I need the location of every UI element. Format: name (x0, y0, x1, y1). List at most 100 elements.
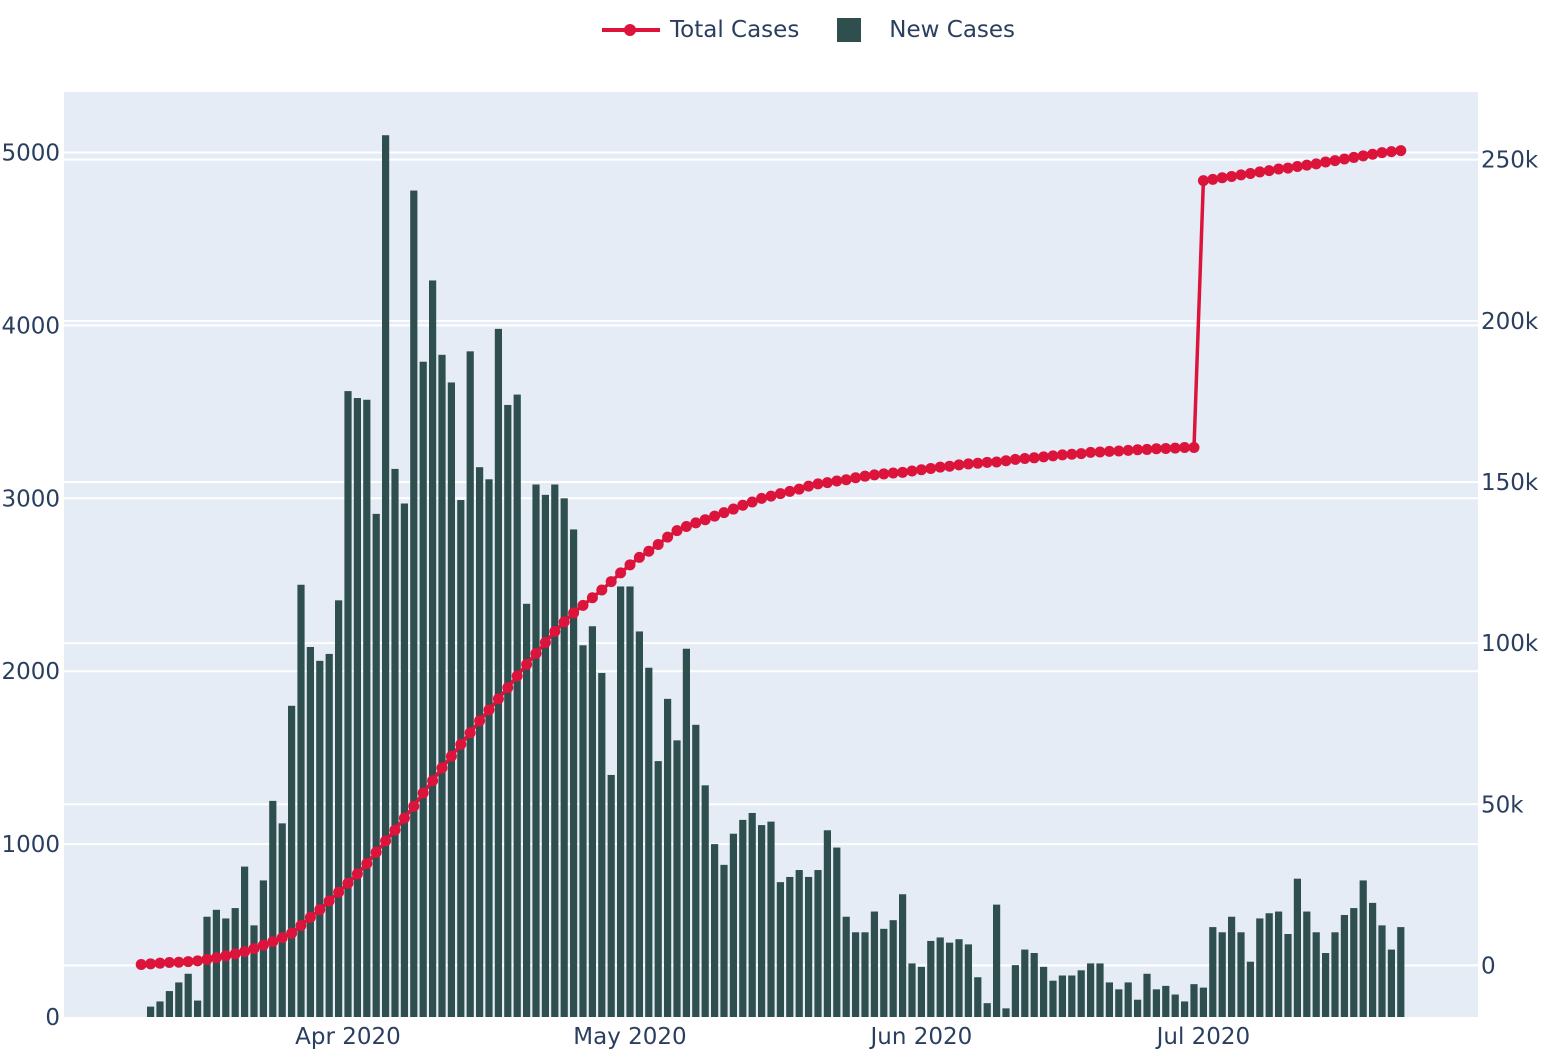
line-marker[interactable] (1197, 175, 1209, 187)
bar[interactable] (447, 382, 455, 1017)
line-marker[interactable] (389, 824, 401, 836)
line-marker[interactable] (445, 750, 457, 762)
bar[interactable] (382, 135, 390, 1017)
line-marker[interactable] (1000, 455, 1012, 467)
bar[interactable] (739, 819, 747, 1017)
bar[interactable] (1049, 980, 1057, 1017)
bar[interactable] (682, 648, 690, 1017)
line-marker[interactable] (821, 477, 833, 489)
bar[interactable] (476, 467, 484, 1018)
legend-item-total-cases[interactable]: Total Cases (600, 17, 799, 43)
bar[interactable] (541, 494, 549, 1017)
bar[interactable] (880, 928, 888, 1017)
line-marker[interactable] (596, 584, 608, 596)
line-marker[interactable] (1075, 448, 1087, 460)
line-marker[interactable] (530, 647, 542, 659)
bar[interactable] (899, 894, 907, 1017)
line-marker[interactable] (746, 496, 758, 508)
bar[interactable] (833, 847, 841, 1017)
line-marker[interactable] (1019, 452, 1031, 464)
bar[interactable] (946, 942, 954, 1017)
bar[interactable] (1134, 999, 1142, 1017)
line-marker[interactable] (906, 465, 918, 477)
bar[interactable] (1228, 916, 1236, 1017)
line-marker[interactable] (793, 483, 805, 495)
bar[interactable] (588, 626, 596, 1017)
line-marker[interactable] (464, 727, 476, 739)
line-marker[interactable] (1395, 145, 1407, 157)
bar[interactable] (1293, 878, 1301, 1017)
bar[interactable] (1209, 927, 1217, 1017)
line-marker[interactable] (286, 927, 298, 939)
line-marker[interactable] (1179, 441, 1191, 453)
bar[interactable] (579, 645, 587, 1017)
bar[interactable] (974, 977, 982, 1017)
line-marker[interactable] (417, 787, 429, 799)
line-marker[interactable] (699, 514, 711, 526)
line-marker[interactable] (690, 517, 702, 529)
bar[interactable] (767, 821, 775, 1017)
bar[interactable] (504, 404, 512, 1017)
legend-item-new-cases[interactable]: New Cases (799, 17, 1015, 43)
line-marker[interactable] (934, 461, 946, 473)
bar[interactable] (635, 631, 643, 1017)
line-marker[interactable] (981, 456, 993, 468)
line-marker[interactable] (145, 958, 157, 970)
bar[interactable] (645, 667, 653, 1017)
line-marker[interactable] (1244, 168, 1256, 180)
line-marker[interactable] (1376, 147, 1388, 159)
bar[interactable] (758, 825, 766, 1017)
line-marker[interactable] (680, 520, 692, 532)
line-marker[interactable] (229, 948, 241, 960)
bar[interactable] (1143, 973, 1151, 1017)
bar[interactable] (1011, 965, 1019, 1017)
bar[interactable] (438, 354, 446, 1018)
bar[interactable] (1077, 970, 1085, 1017)
bar[interactable] (1199, 987, 1207, 1017)
bar[interactable] (250, 925, 258, 1017)
bar[interactable] (297, 584, 305, 1017)
bar[interactable] (1256, 918, 1264, 1017)
line-marker[interactable] (1385, 146, 1397, 158)
bar[interactable] (1030, 953, 1038, 1017)
bar[interactable] (212, 909, 220, 1017)
line-marker[interactable] (210, 952, 222, 964)
line-marker[interactable] (1028, 452, 1040, 464)
bar[interactable] (993, 904, 1001, 1017)
bar[interactable] (485, 479, 493, 1017)
line-marker[interactable] (323, 895, 335, 907)
line-marker[interactable] (1282, 162, 1294, 174)
bar[interactable] (852, 932, 860, 1017)
bar[interactable] (1303, 911, 1311, 1017)
bar[interactable] (1237, 932, 1245, 1017)
bar[interactable] (692, 724, 700, 1017)
line-marker[interactable] (154, 957, 166, 969)
line-marker[interactable] (304, 911, 316, 923)
bar[interactable] (353, 398, 361, 1017)
line-marker[interactable] (1216, 172, 1228, 184)
line-marker[interactable] (624, 559, 636, 571)
bar[interactable] (1246, 961, 1254, 1017)
line-marker[interactable] (333, 886, 345, 898)
bar[interactable] (1058, 975, 1066, 1017)
bar[interactable] (400, 503, 408, 1017)
line-marker[interactable] (295, 919, 307, 931)
bar[interactable] (1115, 989, 1123, 1017)
line-marker[interactable] (1329, 155, 1341, 167)
bar[interactable] (570, 529, 578, 1017)
bar[interactable] (344, 391, 352, 1017)
bar[interactable] (1068, 975, 1076, 1017)
bar[interactable] (551, 484, 559, 1017)
bar[interactable] (955, 939, 963, 1017)
line-marker[interactable] (521, 658, 533, 670)
bar[interactable] (419, 361, 427, 1018)
bar[interactable] (720, 864, 728, 1017)
bar[interactable] (560, 498, 568, 1017)
bar[interactable] (1265, 913, 1273, 1017)
bar[interactable] (626, 586, 634, 1017)
line-marker[interactable] (361, 858, 373, 870)
bar[interactable] (513, 394, 521, 1018)
bar[interactable] (917, 966, 925, 1017)
bar[interactable] (861, 932, 869, 1017)
line-marker[interactable] (192, 955, 204, 967)
